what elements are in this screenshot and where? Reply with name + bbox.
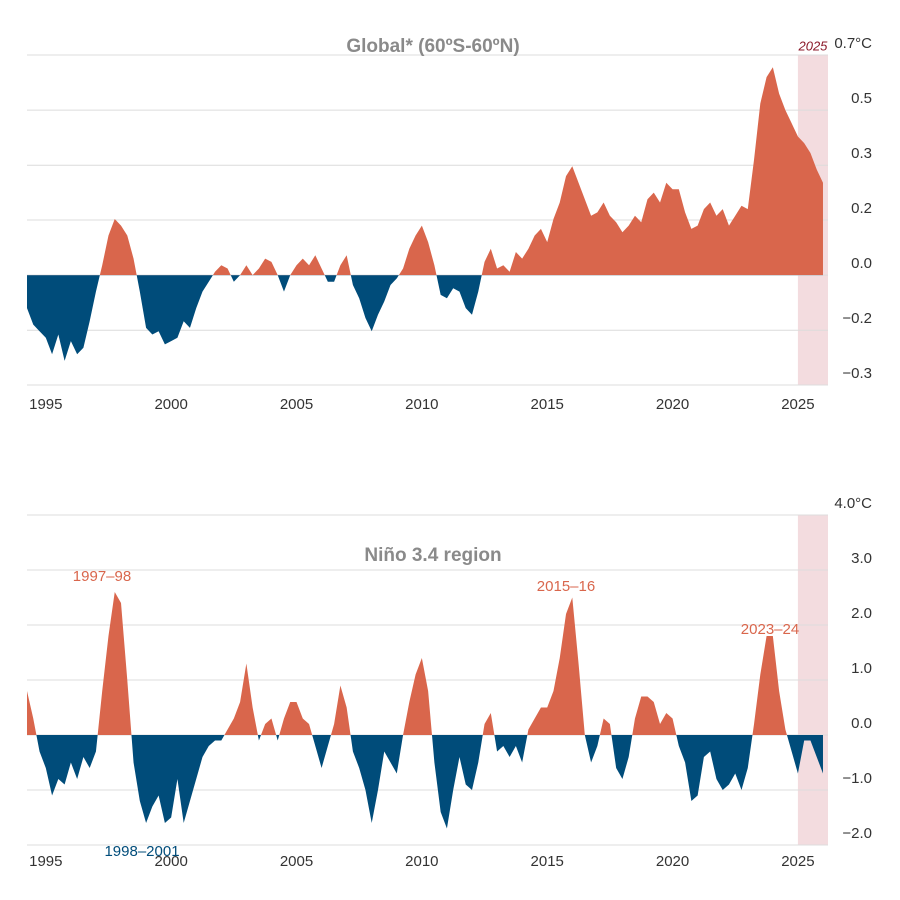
x-tick-label: 2010 (405, 396, 438, 413)
y-tick-label: 0.7°C (834, 35, 872, 52)
y-tick-label: 2.0 (851, 605, 872, 622)
x-tick-label: 2000 (154, 396, 187, 413)
annotation: 1998–2001 (104, 843, 179, 860)
y-tick-label: 0.3 (851, 145, 872, 162)
area-negative (27, 275, 823, 361)
y-tick-label: 0.0 (851, 255, 872, 272)
y-tick-label: −0.3 (842, 365, 872, 382)
chart-title: Global* (60ºS-60ºN) (346, 36, 519, 57)
y-tick-label: 3.0 (851, 550, 872, 567)
y-tick-label: 0.5 (851, 90, 872, 107)
x-tick-label: 2020 (656, 853, 689, 870)
area-positive (99, 67, 823, 276)
y-tick-label: −2.0 (842, 825, 872, 842)
chart-title: Niño 3.4 region (364, 545, 501, 566)
y-tick-label: −1.0 (842, 770, 872, 787)
y-tick-label: −0.2 (842, 310, 872, 327)
area-positive (27, 592, 823, 735)
y-tick-label: 0.0 (851, 715, 872, 732)
x-tick-label: 2005 (280, 853, 313, 870)
x-tick-label: 2015 (531, 396, 564, 413)
highlight-label: 2025 (797, 38, 828, 53)
x-tick-label: 2005 (280, 396, 313, 413)
x-tick-label: 1995 (29, 396, 62, 413)
y-tick-label: 4.0°C (834, 495, 872, 512)
x-tick-label: 2020 (656, 396, 689, 413)
x-tick-label: 2015 (531, 853, 564, 870)
annotation: 2015–16 (537, 578, 595, 595)
x-tick-label: 2025 (781, 396, 814, 413)
x-tick-label: 2010 (405, 853, 438, 870)
x-tick-label: 2000 (154, 853, 187, 870)
y-tick-label: 1.0 (851, 660, 872, 677)
annotation: 2023–24 (741, 621, 799, 638)
annotation: 1997–98 (73, 568, 131, 585)
x-tick-label: 2025 (781, 853, 814, 870)
x-tick-label: 1995 (29, 853, 62, 870)
y-tick-label: 0.2 (851, 200, 872, 217)
area-negative (27, 735, 823, 829)
